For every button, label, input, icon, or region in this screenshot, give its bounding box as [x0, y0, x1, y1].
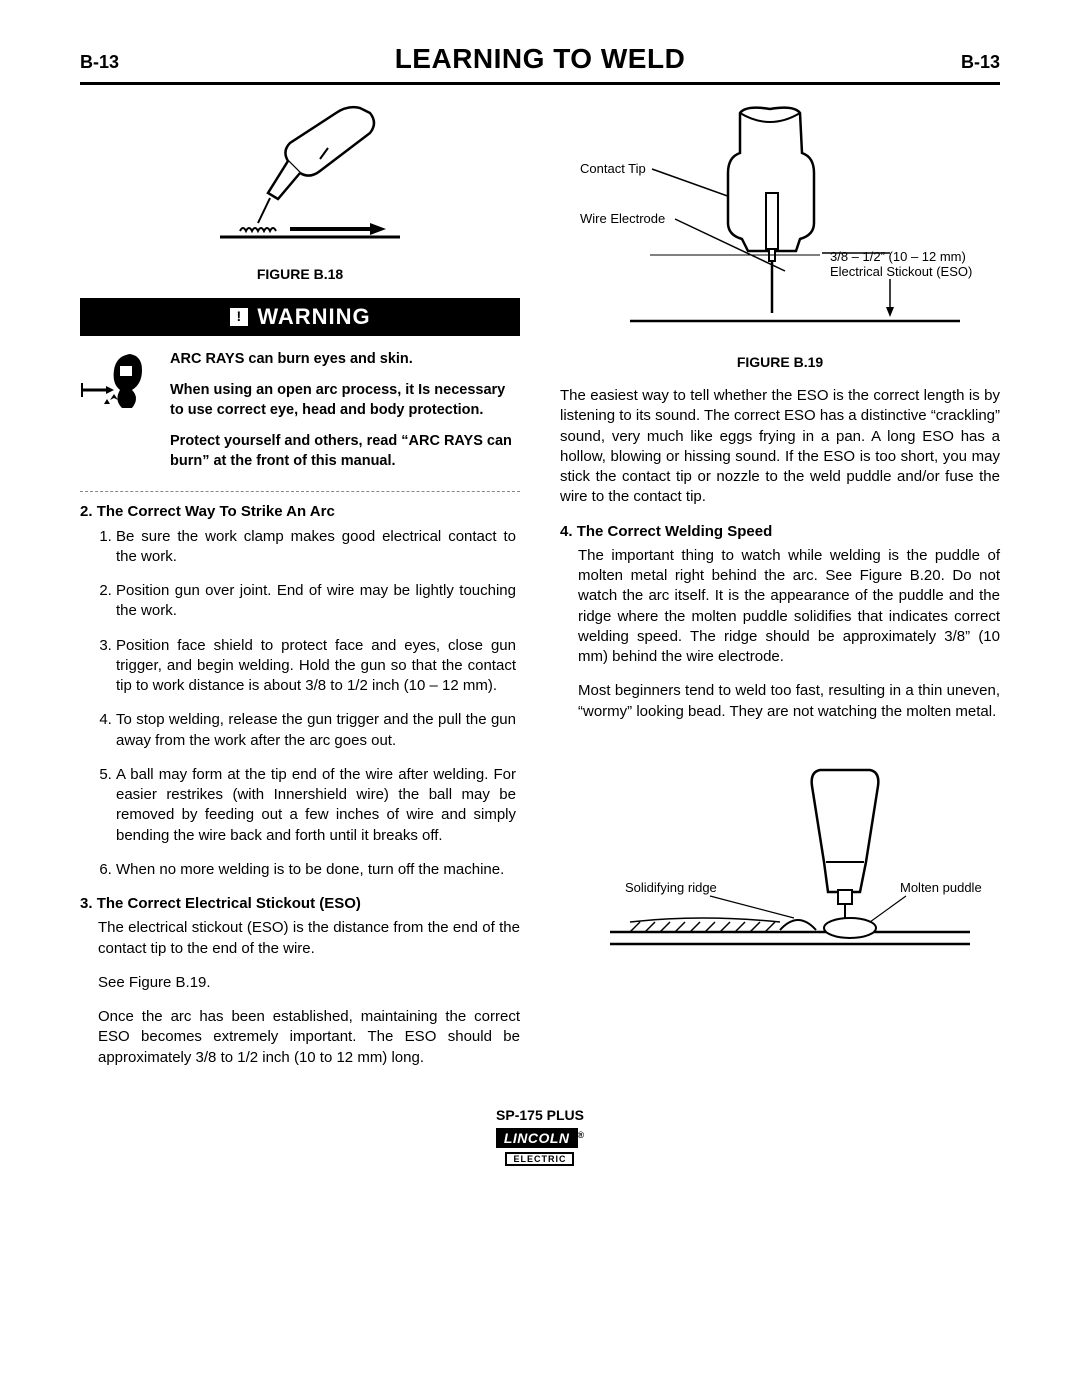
right-column: Contact Tip Wire Electrode 3/8 – 1/2” (1… [560, 103, 1000, 1082]
section-3-para: Once the arc has been established, maint… [98, 1007, 520, 1068]
section-2-heading: 2. The Correct Way To Strike An Arc [80, 502, 520, 522]
figure-b20-drawing: Solidifying ridge Molten puddle [570, 762, 990, 972]
svg-text:Solidifying ridge: Solidifying ridge [625, 880, 717, 895]
step-item: Position face shield to protect face and… [116, 636, 520, 697]
figure-b20: Solidifying ridge Molten puddle [560, 762, 1000, 977]
warning-line-3: Protect yourself and others, read “ARC R… [170, 432, 520, 471]
step-item: To stop welding, release the gun trigger… [116, 710, 520, 751]
step-item: When no more welding is to be done, turn… [116, 860, 520, 880]
warning-label: WARNING [257, 302, 370, 332]
warning-body: ARC RAYS can burn eyes and skin. When us… [80, 350, 520, 484]
welder-shield-icon [80, 350, 158, 436]
brand-top: LINCOLN [496, 1128, 578, 1148]
page-footer: SP-175 PLUS LINCOLN® ELECTRIC [80, 1106, 1000, 1167]
left-column: FIGURE B.18 ! WARNING [80, 103, 520, 1082]
brand-bottom: ELECTRIC [505, 1152, 574, 1166]
step-item: A ball may form at the tip end of the wi… [116, 765, 520, 846]
warning-line-1: ARC RAYS can burn eyes and skin. [170, 350, 520, 370]
step-item: Position gun over joint. End of wire may… [116, 581, 520, 622]
svg-text:Contact Tip: Contact Tip [580, 161, 646, 176]
step-item: Be sure the work clamp makes good electr… [116, 527, 520, 568]
section-2-steps: Be sure the work clamp makes good electr… [116, 527, 520, 881]
figure-b18-caption: FIGURE B.18 [80, 265, 520, 284]
section-3-para: The electrical stickout (ESO) is the dis… [98, 918, 520, 959]
page-number-left: B-13 [80, 50, 119, 74]
warning-line-2: When using an open arc process, it Is ne… [170, 381, 520, 420]
figure-b19-drawing: Contact Tip Wire Electrode 3/8 – 1/2” (1… [570, 103, 990, 343]
section-3-para: See Figure B.19. [98, 973, 520, 993]
section-4-heading: 4. The Correct Welding Speed [560, 522, 1000, 542]
page-header: B-13 LEARNING TO WELD B-13 [80, 40, 1000, 85]
warning-triangle-icon: ! [229, 307, 249, 327]
svg-text:3/8 – 1/2” (10 – 12 mm): 3/8 – 1/2” (10 – 12 mm) [830, 249, 966, 264]
figure-b18-drawing [170, 103, 430, 253]
warning-text: ARC RAYS can burn eyes and skin. When us… [170, 350, 520, 484]
brand-logo: LINCOLN® ELECTRIC [496, 1129, 584, 1167]
section-4-para: Most beginners tend to weld too fast, re… [578, 681, 1000, 722]
warning-bar: ! WARNING [80, 298, 520, 336]
figure-b18: FIGURE B.18 [80, 103, 520, 284]
page-number-right: B-13 [961, 50, 1000, 74]
section-4-para: The important thing to watch while weldi… [578, 546, 1000, 668]
model-number: SP-175 PLUS [80, 1106, 1000, 1125]
figure-b19-caption: FIGURE B.19 [560, 353, 1000, 372]
svg-text:Electrical Stickout (ESO): Electrical Stickout (ESO) [830, 264, 972, 279]
figure-b19: Contact Tip Wire Electrode 3/8 – 1/2” (1… [560, 103, 1000, 372]
dashed-divider [80, 491, 520, 492]
page-title: LEARNING TO WELD [395, 40, 686, 78]
eso-paragraph: The easiest way to tell whether the ESO … [560, 386, 1000, 508]
svg-text:Molten puddle: Molten puddle [900, 880, 982, 895]
svg-text:Wire Electrode: Wire Electrode [580, 211, 665, 226]
section-3-heading: 3. The Correct Electrical Stickout (ESO) [80, 894, 520, 914]
